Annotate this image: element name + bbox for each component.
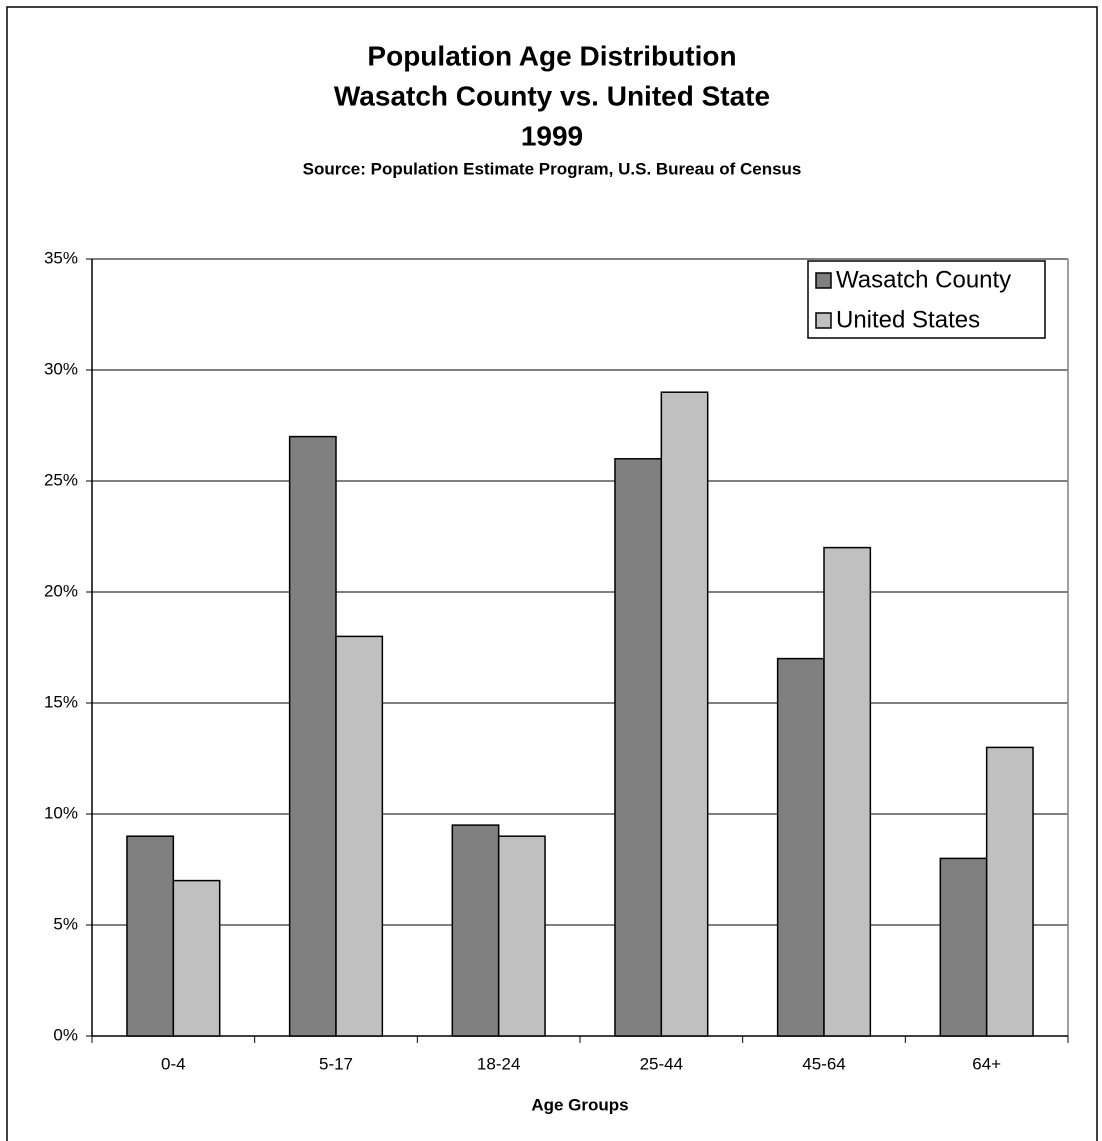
- y-tick-label: 15%: [44, 692, 78, 711]
- bar: [660, 391, 709, 1037]
- bar: [823, 546, 872, 1037]
- bar: [497, 835, 546, 1037]
- bar: [335, 635, 384, 1037]
- x-tick-label: 25-44: [640, 1054, 683, 1073]
- y-tick-label: 20%: [44, 581, 78, 600]
- bar: [776, 657, 825, 1037]
- x-axis-title: Age Groups: [531, 1095, 628, 1114]
- legend-label: Wasatch County: [836, 266, 1011, 293]
- legend-box: [807, 260, 1046, 339]
- x-tick-label: 18-24: [477, 1054, 520, 1073]
- bar: [172, 879, 221, 1037]
- x-tick-label: 5-17: [319, 1054, 353, 1073]
- chart-title: 1999: [521, 120, 583, 151]
- legend-swatch: [815, 312, 832, 329]
- x-tick-label: 0-4: [161, 1054, 186, 1073]
- y-tick-label: 10%: [44, 803, 78, 822]
- legend-swatch: [815, 272, 832, 289]
- bar: [614, 458, 663, 1037]
- x-tick-label: 64+: [972, 1054, 1001, 1073]
- chart-subtitle: Source: Population Estimate Program, U.S…: [303, 159, 802, 178]
- x-tick-label: 45-64: [802, 1054, 845, 1073]
- y-tick-label: 35%: [44, 248, 78, 267]
- bar: [451, 824, 500, 1037]
- chart-title: Wasatch County vs. United State: [334, 80, 770, 111]
- bar: [939, 857, 988, 1037]
- bar: [126, 835, 175, 1037]
- chart-title: Population Age Distribution: [367, 40, 736, 71]
- y-tick-label: 25%: [44, 470, 78, 489]
- y-tick-label: 0%: [53, 1025, 78, 1044]
- y-tick-label: 30%: [44, 359, 78, 378]
- legend-label: United States: [836, 306, 980, 333]
- bar: [288, 435, 337, 1037]
- y-tick-label: 5%: [53, 914, 78, 933]
- bar: [985, 746, 1034, 1037]
